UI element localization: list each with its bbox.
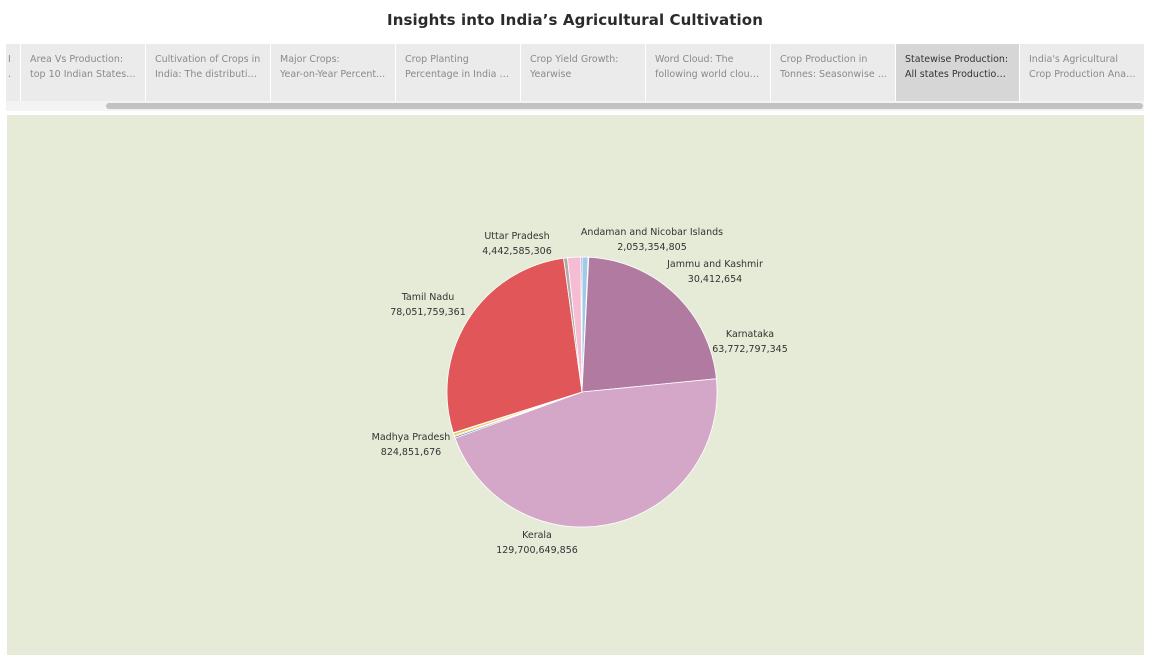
slice-label-andaman-and-nicobar-islands: Andaman and Nicobar Islands: [581, 227, 723, 238]
tab-title: Cultivation of Crops in: [155, 54, 261, 65]
slice-value-tamil-nadu: 78,051,759,361: [390, 307, 466, 318]
tab-title: Area Vs Production:: [30, 54, 124, 65]
tab-subtitle: Percentage in India b...: [405, 69, 512, 80]
tab-crop-production-seasonwise[interactable]: Crop Production in Tonnes: Seasonwise ..…: [771, 44, 896, 101]
tab-scrollbar[interactable]: [6, 101, 1144, 111]
tab-title: Major Crops:: [280, 54, 340, 65]
tab-subtitle: .: [8, 69, 12, 80]
tab-india-agricultural[interactable]: India's Agricultural Crop Production Ana…: [1020, 44, 1144, 101]
tab-subtitle: top 10 Indian States a...: [30, 69, 137, 80]
tab-title: India's Agricultural: [1029, 54, 1118, 65]
scrollbar-thumb[interactable]: [106, 103, 1143, 109]
tab-word-cloud[interactable]: Word Cloud: The following world cloud...: [646, 44, 771, 101]
tab-major-crops[interactable]: Major Crops: Year-on-Year Percent...: [271, 44, 396, 101]
tab-cultivation-of-crops[interactable]: Cultivation of Crops in India: The distr…: [146, 44, 271, 101]
pie-slice-kerala[interactable]: [454, 378, 718, 528]
chart-canvas: Andaman and Nicobar Islands 2,053,354,805…: [7, 115, 1144, 655]
slice-value-andaman-and-nicobar-islands: 2,053,354,805: [617, 242, 687, 253]
tab-title: Crop Production in: [780, 54, 868, 65]
tab-title: Word Cloud: The: [655, 54, 734, 65]
dashboard-title: Insights into India’s Agricultural Culti…: [387, 11, 763, 29]
pie-slice-slice-13[interactable]: [580, 256, 583, 393]
tab-statewise-production[interactable]: Statewise Production: All states Product…: [896, 44, 1020, 101]
story-tabs: I. . Area Vs Production: top 10 Indian S…: [6, 44, 1144, 101]
tab-title: Crop Planting: [405, 54, 469, 65]
tab-crop-yield-growth[interactable]: Crop Yield Growth: Yearwise: [521, 44, 646, 101]
slice-label-karnataka: Karnataka: [726, 329, 774, 340]
slice-value-madhya-pradesh: 824,851,676: [381, 447, 441, 458]
tab-title: I.: [8, 54, 12, 65]
tab-subtitle: Year-on-Year Percent...: [280, 69, 386, 80]
tab-subtitle: Tonnes: Seasonwise ...: [780, 69, 887, 80]
tab-subtitle: Yearwise: [530, 69, 572, 80]
slice-label-madhya-pradesh: Madhya Pradesh: [372, 432, 451, 443]
tab-subtitle: All states Production ...: [905, 69, 1011, 80]
slice-label-jammu-and-kashmir: Jammu and Kashmir: [666, 259, 763, 270]
tab-crop-planting[interactable]: Crop Planting Percentage in India b...: [396, 44, 521, 101]
tab-title: Crop Yield Growth:: [530, 54, 619, 65]
pie-slice-tamil-nadu[interactable]: [446, 257, 583, 434]
slice-value-uttar-pradesh: 4,442,585,306: [482, 246, 552, 257]
slice-value-kerala: 129,700,649,856: [496, 545, 578, 556]
pie-slice-karnataka[interactable]: [581, 256, 717, 393]
tab-title: Statewise Production:: [905, 54, 1009, 65]
tab-subtitle: India: The distributio...: [155, 69, 262, 80]
slice-label-uttar-pradesh: Uttar Pradesh: [484, 231, 549, 242]
slice-label-tamil-nadu: Tamil Nadu: [401, 292, 455, 303]
tab-subtitle: following world cloud...: [655, 69, 762, 80]
slice-value-jammu-and-kashmir: 30,412,654: [688, 274, 742, 285]
slice-value-karnataka: 63,772,797,345: [712, 344, 788, 355]
tab-subtitle: Crop Production Anal...: [1029, 69, 1136, 80]
tab-area-vs-production[interactable]: Area Vs Production: top 10 Indian States…: [21, 44, 146, 101]
pie-chart: Andaman and Nicobar Islands 2,053,354,805…: [372, 227, 788, 556]
tab-0[interactable]: I. .: [6, 44, 21, 101]
slice-label-kerala: Kerala: [522, 530, 552, 541]
